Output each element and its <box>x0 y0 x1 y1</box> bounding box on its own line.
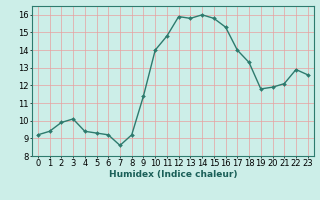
X-axis label: Humidex (Indice chaleur): Humidex (Indice chaleur) <box>108 170 237 179</box>
